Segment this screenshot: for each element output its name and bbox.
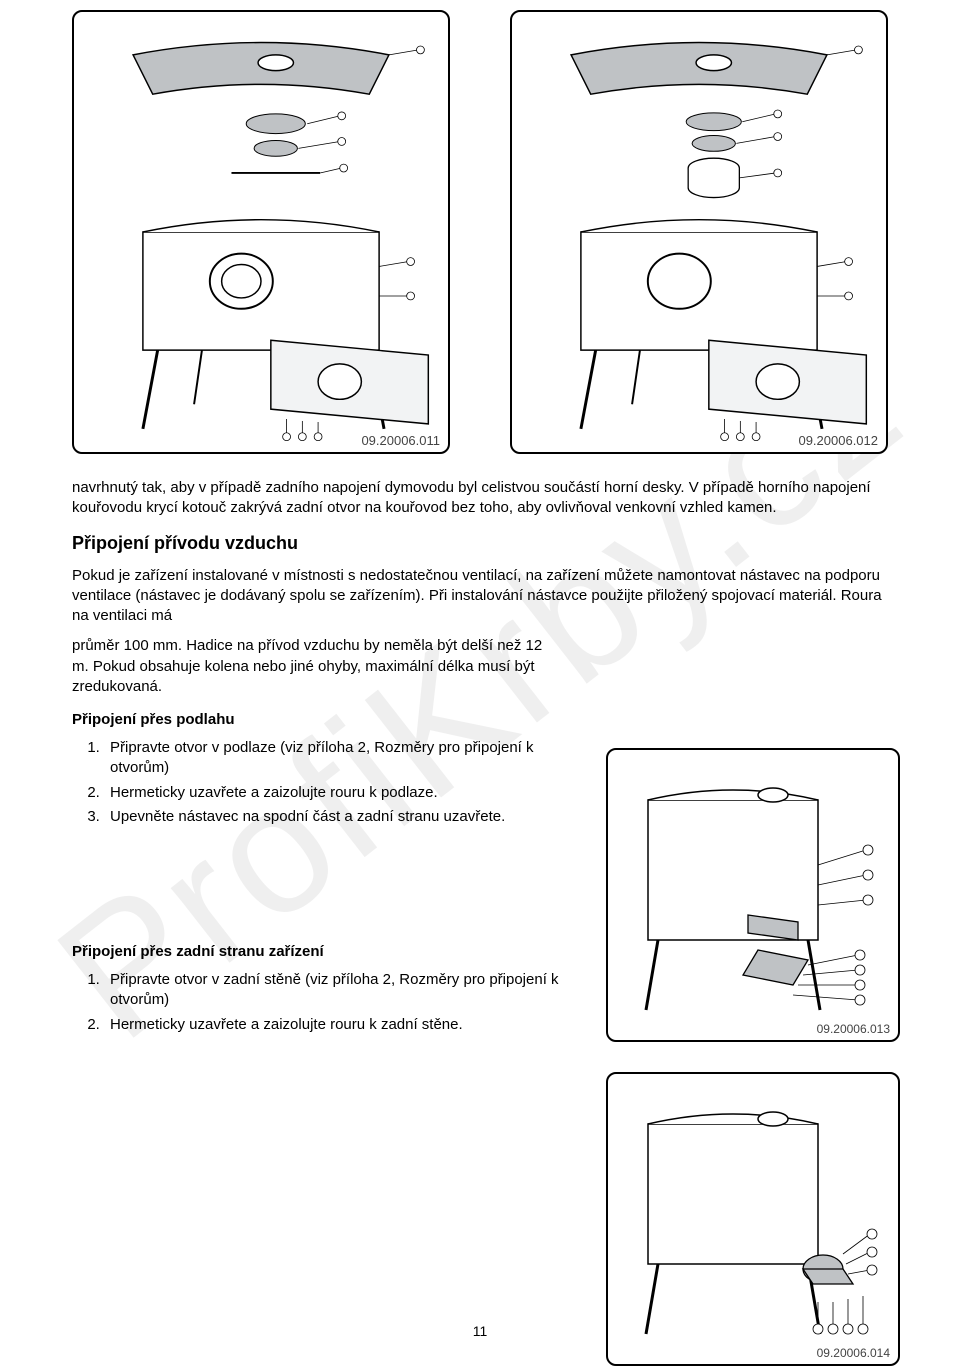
figure-caption: 09.20006.012 [798,433,878,448]
page-number: 11 [473,1323,488,1339]
paragraph-air-a: Pokud je zařízení instalované v místnost… [72,566,888,627]
list-item: Hermeticky uzavřete a zaizolujte rouru k… [104,1015,609,1035]
page: ProfiKrby.cz [0,10,960,1367]
list-item: Upevněte nástavec na spodní část a zadní… [104,807,594,827]
top-figure-row: 09.20006.011 [72,10,888,454]
paragraph-intro: navrhnutý tak, aby v případě zadního nap… [72,478,888,519]
stove-bottom-connection-icon [608,750,898,1040]
list-rear: Připravte otvor v zadní stěně (viz přílo… [104,970,609,1035]
heading-air-connection: Připojení přívodu vzduchu [72,533,888,554]
list-item: Připravte otvor v zadní stěně (viz přílo… [104,970,609,1011]
exploded-diagram-icon [74,12,448,452]
figure-top-right: 09.20006.012 [510,10,888,454]
list-floor: Připravte otvor v podlaze (viz příloha 2… [104,738,594,827]
list-item: Připravte otvor v podlaze (viz příloha 2… [104,738,594,779]
list-item: Hermeticky uzavřete a zaizolujte rouru k… [104,783,594,803]
stove-rear-connection-icon [608,1074,898,1364]
figure-top-left: 09.20006.011 [72,10,450,454]
subheading-floor: Připojení přes podlahu [72,711,888,728]
figure-caption: 09.20006.014 [817,1346,890,1360]
paragraph-air-b: průměr 100 mm. Hadice na přívod vzduchu … [72,636,562,697]
figure-caption: 09.20006.011 [361,433,440,448]
figure-caption: 09.20006.013 [817,1022,890,1036]
exploded-diagram-icon [512,12,886,452]
figure-mid-right: 09.20006.013 [606,748,900,1042]
figure-bottom-right: 09.20006.014 [606,1072,900,1366]
